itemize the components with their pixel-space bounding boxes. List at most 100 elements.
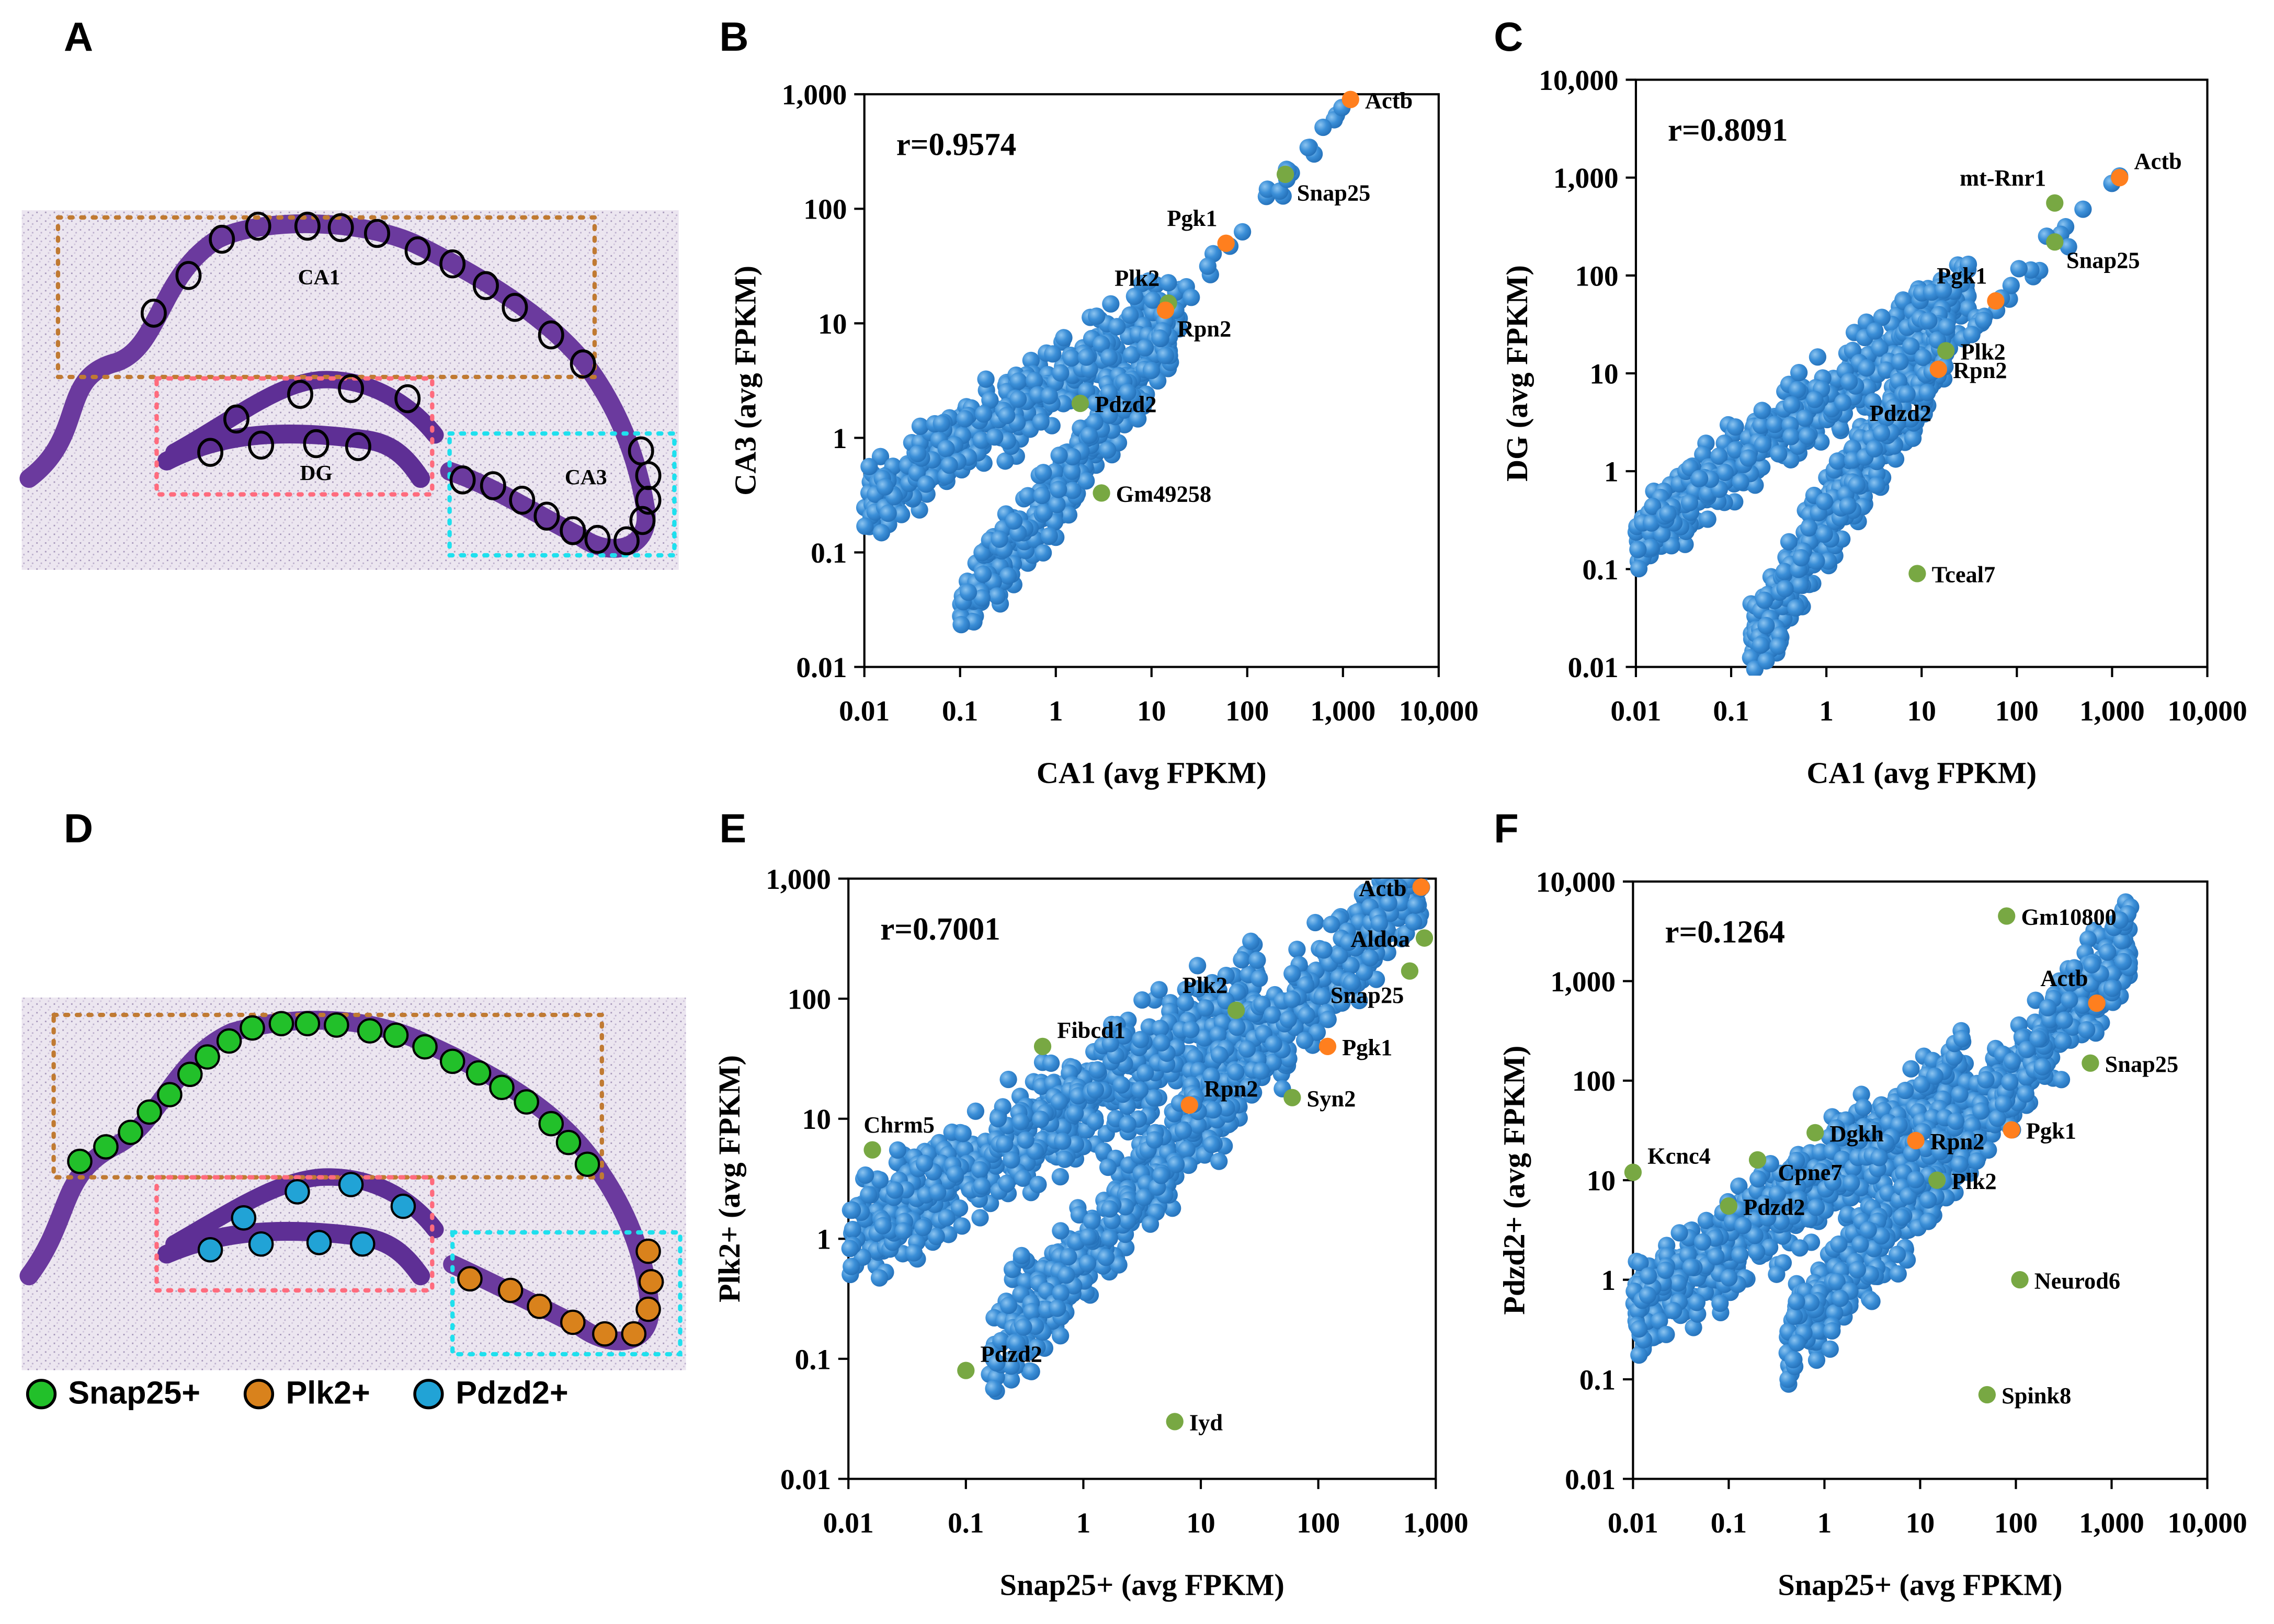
data-point [1306,913,1324,932]
x-tick-label: 1,000 [1403,1507,1469,1539]
data-point [1026,372,1043,390]
snap25-sample [240,1015,265,1041]
region-label-dg: DG [300,461,332,485]
data-point [1125,288,1143,305]
data-point [1913,1076,1930,1093]
data-point [1663,537,1680,555]
legend-label: Snap25+ [68,1374,200,1411]
data-point [1150,981,1168,999]
data-point [1720,1269,1738,1287]
data-point [1295,1032,1314,1049]
data-point [1784,1351,1802,1369]
gene-label: Rpn2 [1204,1076,1258,1102]
data-point [1131,1081,1149,1099]
data-point [1204,1101,1222,1119]
highlighted-gene-point [1180,1096,1198,1114]
data-point [1314,118,1332,136]
data-point [1711,1295,1729,1312]
highlighted-gene-point [1318,1037,1337,1056]
data-point [1920,312,1938,330]
data-point [1040,387,1058,405]
sampling-circle [175,261,202,290]
data-point [1693,1233,1712,1251]
gene-label: Actb [1365,87,1413,113]
data-point [973,589,991,607]
data-point [1097,1249,1115,1266]
data-point [1919,1191,1937,1209]
x-axis-title: Snap25+ (avg FPKM) [1000,1568,1284,1602]
y-tick-label: 0.01 [1568,651,1619,683]
data-point [999,567,1017,585]
y-tick-label: 0.01 [796,651,847,683]
y-tick-label: 1 [833,422,847,454]
sampling-circle [248,430,275,460]
data-point [871,1171,889,1189]
data-point [1396,830,1414,848]
sampling-circle [345,432,371,461]
data-point [992,1332,1010,1349]
data-point [1102,295,1120,313]
data-point [1821,1340,1839,1358]
data-point [844,1220,861,1239]
data-point [1405,913,1423,931]
data-point [1972,1102,1990,1120]
data-point [1775,563,1793,580]
data-point [2083,956,2101,974]
data-point [1919,1213,1937,1230]
sampling-circle [294,211,321,241]
pdzd2-sample [306,1230,332,1255]
highlighted-gene-point [1033,1037,1052,1056]
highlighted-gene-point [1998,907,2016,925]
data-point [1233,223,1252,241]
x-tick-label: 100 [1994,1507,2038,1539]
region-label-ca1: CA1 [298,265,340,289]
data-point [1132,1031,1150,1048]
data-point [1178,1140,1196,1158]
highlighted-gene-point [863,1141,881,1159]
data-point [1136,339,1154,357]
data-point [1240,1078,1257,1096]
data-point [1858,359,1875,377]
data-point [1333,994,1351,1012]
data-point [1308,1023,1326,1042]
data-point [2065,959,2083,977]
data-point [1759,1209,1777,1227]
data-point [1136,1064,1154,1082]
gene-label: Actb [2134,148,2182,174]
highlighted-gene-point [1928,1171,1946,1189]
data-point [1898,385,1916,403]
data-point [1963,326,1981,344]
orange-dot-icon [244,1378,275,1409]
data-point [956,410,974,428]
data-point [1180,1157,1198,1174]
gene-label: Pdzd2 [1870,400,1931,426]
data-point [1052,1222,1070,1240]
data-point [1411,820,1428,838]
data-point [1790,364,1808,382]
legend-label: Pdzd2+ [456,1374,568,1411]
y-axis-title: DG (avg FPKM) [1500,265,1534,482]
highlighted-gene-point [1227,1001,1245,1019]
gene-label: Plk2 [1960,339,2005,365]
data-point [1935,281,1952,299]
data-point [1032,413,1050,431]
data-point [1177,980,1195,999]
snap25-sample [157,1082,183,1107]
data-point [1757,652,1775,670]
data-point [1870,1149,1888,1166]
sampling-circle [209,224,235,254]
data-point [1889,1265,1907,1283]
data-point [1119,383,1136,402]
data-point [1788,381,1806,399]
data-point [1086,1081,1105,1099]
snap25-sample [268,1011,294,1037]
data-point [2078,1021,2096,1039]
highlighted-gene-point [1978,1386,1996,1404]
data-point [1412,878,1418,879]
plk2-sample [621,1321,647,1347]
snap25-sample [465,1060,492,1086]
data-point [946,1165,964,1183]
snap25-sample [294,1011,321,1037]
data-point [1871,339,1889,357]
